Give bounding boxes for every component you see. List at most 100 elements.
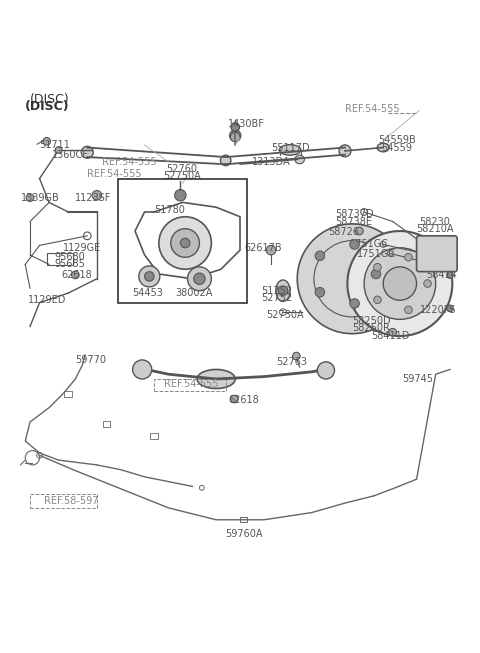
Text: 58737D: 58737D xyxy=(336,210,374,219)
Text: 1751GC: 1751GC xyxy=(357,249,396,259)
Circle shape xyxy=(230,395,238,403)
Text: REF.58-597: REF.58-597 xyxy=(44,496,99,505)
Text: 1123SF: 1123SF xyxy=(75,193,112,202)
FancyBboxPatch shape xyxy=(417,236,457,272)
Text: 1360CF: 1360CF xyxy=(51,150,88,160)
Text: 1430BF: 1430BF xyxy=(228,119,265,129)
Circle shape xyxy=(446,305,453,311)
Text: 58726: 58726 xyxy=(328,227,360,237)
Circle shape xyxy=(266,246,276,255)
Circle shape xyxy=(171,229,199,257)
Ellipse shape xyxy=(220,155,231,166)
Circle shape xyxy=(92,191,102,200)
Circle shape xyxy=(139,266,160,287)
Circle shape xyxy=(278,286,288,295)
Circle shape xyxy=(424,279,432,287)
Text: (DISC): (DISC) xyxy=(30,93,70,106)
Circle shape xyxy=(231,123,240,131)
Text: 58230: 58230 xyxy=(419,217,450,227)
Ellipse shape xyxy=(377,143,389,152)
Circle shape xyxy=(315,251,324,261)
Circle shape xyxy=(302,231,388,317)
Circle shape xyxy=(297,224,407,334)
Text: 58250R: 58250R xyxy=(352,323,390,333)
Ellipse shape xyxy=(295,155,304,164)
Ellipse shape xyxy=(276,280,290,302)
Circle shape xyxy=(371,269,381,279)
Text: (DISC): (DISC) xyxy=(25,100,70,113)
Text: 52750A: 52750A xyxy=(164,171,202,181)
Text: 95680: 95680 xyxy=(54,252,84,263)
Text: 59745: 59745 xyxy=(402,374,433,384)
Text: 1313DA: 1313DA xyxy=(252,157,290,167)
Text: REF.54-555: REF.54-555 xyxy=(87,168,142,179)
Circle shape xyxy=(373,263,381,271)
Circle shape xyxy=(159,217,211,269)
Circle shape xyxy=(292,352,300,360)
Text: 52752: 52752 xyxy=(262,293,293,303)
Text: 51711: 51711 xyxy=(39,140,71,150)
Circle shape xyxy=(230,133,240,142)
Bar xyxy=(150,434,158,439)
Circle shape xyxy=(55,146,62,153)
Text: 59770: 59770 xyxy=(75,355,107,365)
Text: 62618: 62618 xyxy=(228,396,259,406)
Circle shape xyxy=(194,273,205,285)
Circle shape xyxy=(356,227,363,235)
Text: 58250D: 58250D xyxy=(352,316,391,326)
Text: 58738E: 58738E xyxy=(336,217,372,227)
Text: REF.54-555: REF.54-555 xyxy=(164,379,218,389)
Bar xyxy=(64,391,72,397)
Circle shape xyxy=(350,240,360,249)
Circle shape xyxy=(389,328,396,336)
Bar xyxy=(118,178,247,302)
Circle shape xyxy=(364,247,436,319)
Text: 51752: 51752 xyxy=(262,286,293,296)
Text: 59760A: 59760A xyxy=(226,529,263,539)
Circle shape xyxy=(229,130,241,141)
Text: 1339GB: 1339GB xyxy=(21,193,59,202)
Circle shape xyxy=(373,296,381,304)
Circle shape xyxy=(333,262,357,286)
Circle shape xyxy=(144,272,154,281)
Text: 54559: 54559 xyxy=(381,142,412,153)
Text: REF.54-555: REF.54-555 xyxy=(345,104,400,114)
Bar xyxy=(240,517,247,522)
Text: 51780: 51780 xyxy=(154,204,185,215)
Text: 95685: 95685 xyxy=(54,259,85,270)
Text: 1129ED: 1129ED xyxy=(28,295,66,305)
Circle shape xyxy=(132,360,152,379)
Ellipse shape xyxy=(279,145,301,155)
Text: 52730A: 52730A xyxy=(266,310,304,319)
Bar xyxy=(47,253,73,265)
Circle shape xyxy=(180,238,190,247)
Circle shape xyxy=(175,189,186,201)
Text: 38002A: 38002A xyxy=(176,288,213,298)
Text: 62618: 62618 xyxy=(61,270,92,280)
Text: 58414: 58414 xyxy=(426,270,457,280)
Text: 52763: 52763 xyxy=(276,357,307,367)
Text: 1129GE: 1129GE xyxy=(63,243,102,253)
Text: 1751GC: 1751GC xyxy=(350,240,389,249)
Circle shape xyxy=(72,271,79,279)
Text: 55117D: 55117D xyxy=(271,142,310,153)
Text: 1220FS: 1220FS xyxy=(420,305,457,315)
Bar xyxy=(30,494,97,508)
Bar xyxy=(103,421,110,427)
Text: 54559B: 54559B xyxy=(378,135,416,146)
Bar xyxy=(154,379,226,391)
Circle shape xyxy=(383,267,417,300)
Circle shape xyxy=(348,231,452,336)
Text: 54453: 54453 xyxy=(132,288,164,298)
Circle shape xyxy=(405,253,412,261)
Text: REF.54-555: REF.54-555 xyxy=(102,157,156,167)
Circle shape xyxy=(350,298,360,308)
Ellipse shape xyxy=(339,145,351,157)
Ellipse shape xyxy=(197,370,235,389)
Circle shape xyxy=(26,194,34,202)
Bar xyxy=(364,317,383,329)
Circle shape xyxy=(317,362,335,379)
Circle shape xyxy=(446,272,453,278)
Circle shape xyxy=(405,306,412,313)
Text: 52760: 52760 xyxy=(166,164,197,174)
